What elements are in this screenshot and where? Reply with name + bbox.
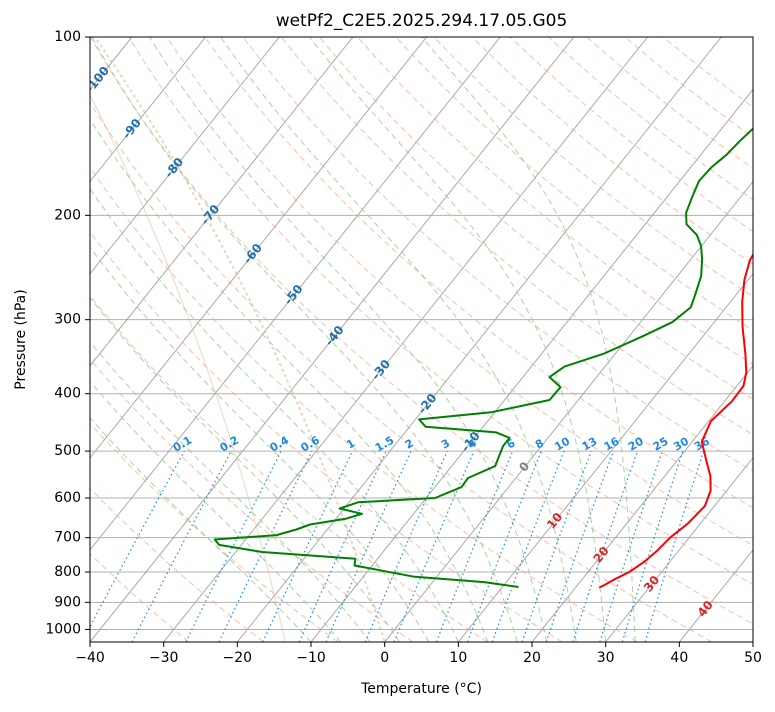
y-axis-ticks: 100 200 300 400 500 600 700 800 900 1000 bbox=[45, 29, 90, 637]
dry-adiabat-line bbox=[0, 37, 562, 642]
isotherm-lines bbox=[0, 37, 775, 642]
dry-adiabat-line bbox=[319, 37, 775, 642]
isotherm-label: -20 bbox=[415, 391, 440, 417]
isotherm-label: 30 bbox=[641, 573, 662, 595]
isotherm-line bbox=[237, 37, 721, 642]
isotherm-label: -40 bbox=[322, 323, 347, 349]
moist-adiabat-line bbox=[0, 37, 429, 642]
x-tick-label: 0 bbox=[380, 650, 389, 666]
mixing-ratio-lines bbox=[82, 451, 704, 642]
y-tick-label: 200 bbox=[54, 207, 81, 223]
mixing-ratio-label: 6 bbox=[504, 436, 517, 451]
plot-area: -100-90-80-70-60-50-40-30-20-10010203040… bbox=[0, 30, 775, 708]
isotherm-label: 0 bbox=[516, 459, 532, 474]
moist-adiabat-line bbox=[150, 37, 547, 642]
x-tick-label: −40 bbox=[75, 650, 105, 666]
x-tick-label: −20 bbox=[223, 650, 253, 666]
dry-adiabat-line bbox=[587, 37, 775, 642]
isotherm-label: -70 bbox=[198, 202, 223, 228]
mixing-ratio-line bbox=[436, 451, 512, 642]
chart-title: wetPf2_C2E5.2025.294.17.05.G05 bbox=[276, 11, 568, 31]
isotherm-line bbox=[458, 37, 775, 642]
isotherm-label: -100 bbox=[82, 64, 112, 96]
isotherm-label: -90 bbox=[119, 116, 144, 142]
y-tick-label: 500 bbox=[54, 443, 81, 459]
y-tick-label: 900 bbox=[54, 594, 81, 610]
plot-frame bbox=[90, 37, 753, 642]
y-tick-label: 700 bbox=[54, 530, 81, 546]
mixing-ratio-line bbox=[263, 451, 353, 642]
y-tick-label: 800 bbox=[54, 564, 81, 580]
isotherm-line bbox=[311, 37, 775, 642]
mixing-ratio-label: 8 bbox=[533, 437, 546, 452]
isotherm-label: -30 bbox=[369, 357, 394, 383]
dry-adiabat-line bbox=[281, 37, 775, 642]
x-tick-label: −30 bbox=[149, 650, 179, 666]
x-tick-label: 30 bbox=[597, 650, 615, 666]
x-axis-ticks: −40 −30 −20 −10 0 10 20 30 40 50 bbox=[75, 642, 762, 666]
x-tick-label: 10 bbox=[449, 650, 467, 666]
mixing-ratio-line bbox=[573, 451, 638, 642]
x-tick-label: 40 bbox=[670, 650, 688, 666]
isotherm-label: 20 bbox=[591, 544, 612, 566]
isotherm-line bbox=[532, 37, 775, 642]
x-tick-label: 50 bbox=[744, 650, 762, 666]
mixing-ratio-label: 3 bbox=[439, 437, 452, 452]
dry-adiabat-line bbox=[358, 37, 775, 642]
mixing-ratio-label: 2 bbox=[403, 437, 416, 452]
y-axis-label: Pressure (hPa) bbox=[13, 289, 29, 389]
mixing-ratio-line bbox=[600, 451, 663, 642]
y-tick-label: 600 bbox=[54, 490, 81, 506]
mixing-ratio-line bbox=[468, 451, 542, 642]
x-tick-label: 20 bbox=[523, 650, 541, 666]
x-axis-label: Temperature (°C) bbox=[360, 681, 482, 697]
y-tick-label: 1000 bbox=[45, 621, 81, 637]
isotherm-line bbox=[0, 37, 353, 642]
dry-adiabat-line bbox=[549, 37, 775, 642]
isotherm-line bbox=[606, 37, 775, 642]
moist-adiabat-line bbox=[4, 37, 458, 642]
isotherm-line bbox=[0, 37, 206, 642]
y-tick-label: 400 bbox=[54, 386, 81, 402]
mixing-ratio-line bbox=[299, 451, 386, 642]
mixing-ratio-line bbox=[82, 451, 184, 642]
dry-adiabat-line bbox=[396, 37, 775, 642]
mixing-ratio-line bbox=[365, 451, 447, 642]
isotherm-label: -80 bbox=[162, 155, 187, 181]
isotherm-line bbox=[385, 37, 775, 642]
y-tick-label: 300 bbox=[54, 312, 81, 328]
dry-adiabat-line bbox=[510, 37, 775, 642]
dry-adiabat-line bbox=[472, 37, 775, 642]
y-tick-label: 100 bbox=[54, 29, 81, 45]
mixing-ratio-line bbox=[645, 451, 703, 642]
dry-adiabat-line bbox=[663, 37, 775, 642]
mixing-ratio-line bbox=[326, 451, 411, 642]
dry-adiabat-lines bbox=[0, 37, 775, 642]
isotherm-line bbox=[679, 37, 775, 642]
isotherm-line bbox=[753, 37, 775, 642]
isotherm-line bbox=[0, 37, 58, 642]
x-tick-label: −10 bbox=[296, 650, 326, 666]
dry-adiabat-line bbox=[0, 37, 488, 642]
isotherm-label: 10 bbox=[544, 510, 565, 532]
outer-arc-line bbox=[90, 95, 300, 708]
